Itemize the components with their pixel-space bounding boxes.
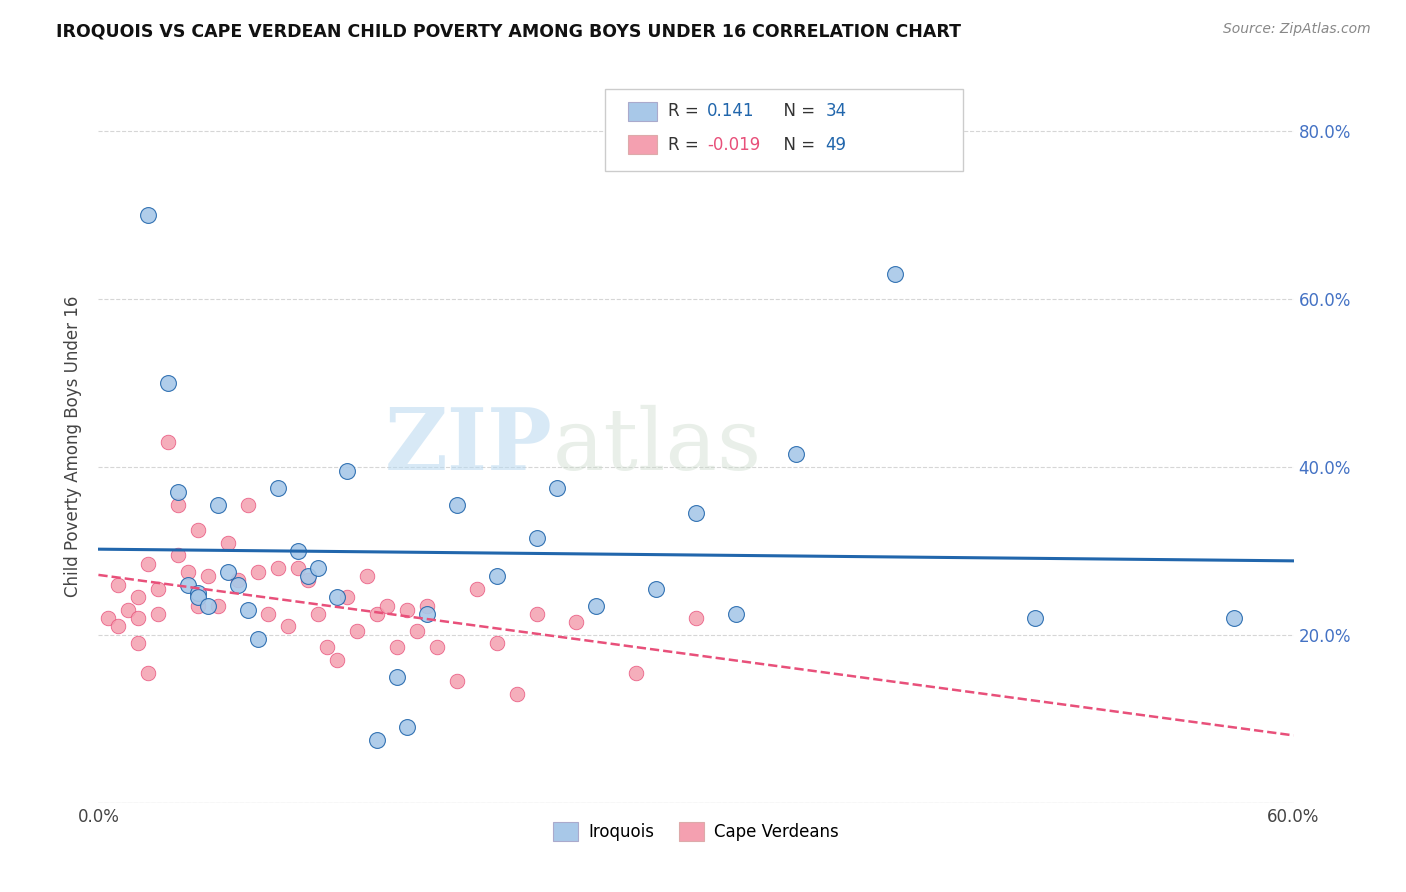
Point bbox=[267, 481, 290, 495]
Point bbox=[485, 636, 508, 650]
Point bbox=[167, 548, 190, 562]
Point bbox=[187, 523, 209, 537]
Point bbox=[416, 599, 439, 613]
Point bbox=[785, 447, 807, 461]
Point bbox=[526, 532, 548, 546]
Text: ZIP: ZIP bbox=[385, 404, 553, 488]
Point bbox=[297, 569, 319, 583]
Point bbox=[626, 665, 648, 680]
Point bbox=[167, 498, 190, 512]
Text: IROQUOIS VS CAPE VERDEAN CHILD POVERTY AMONG BOYS UNDER 16 CORRELATION CHART: IROQUOIS VS CAPE VERDEAN CHILD POVERTY A… bbox=[56, 22, 962, 40]
Point bbox=[645, 582, 668, 596]
Point bbox=[385, 670, 409, 684]
Point bbox=[685, 506, 707, 520]
Point bbox=[685, 611, 707, 625]
Point bbox=[187, 590, 209, 604]
Text: atlas: atlas bbox=[553, 404, 762, 488]
Point bbox=[117, 603, 139, 617]
Point bbox=[416, 607, 439, 621]
Point bbox=[97, 611, 120, 625]
Point bbox=[127, 590, 149, 604]
Point bbox=[277, 619, 299, 633]
Point bbox=[307, 560, 329, 574]
Point bbox=[197, 599, 219, 613]
Point bbox=[326, 653, 349, 667]
Point bbox=[385, 640, 409, 655]
Point bbox=[485, 569, 508, 583]
Point bbox=[107, 619, 129, 633]
Point bbox=[326, 590, 349, 604]
Point bbox=[157, 434, 180, 449]
Point bbox=[287, 544, 309, 558]
Point bbox=[396, 720, 419, 734]
Point bbox=[336, 464, 359, 478]
Text: R =: R = bbox=[668, 136, 704, 153]
Point bbox=[724, 607, 747, 621]
Text: Source: ZipAtlas.com: Source: ZipAtlas.com bbox=[1223, 22, 1371, 37]
Point bbox=[565, 615, 588, 630]
Text: N =: N = bbox=[773, 103, 821, 120]
Point bbox=[136, 208, 159, 222]
Point bbox=[446, 674, 468, 689]
Point bbox=[297, 574, 319, 588]
Text: -0.019: -0.019 bbox=[707, 136, 761, 153]
Text: 0.141: 0.141 bbox=[707, 103, 755, 120]
Point bbox=[197, 569, 219, 583]
Point bbox=[526, 607, 548, 621]
Point bbox=[1223, 611, 1246, 625]
Point bbox=[187, 599, 209, 613]
Point bbox=[217, 535, 239, 549]
Point bbox=[157, 376, 180, 390]
Point bbox=[406, 624, 429, 638]
Point bbox=[226, 574, 249, 588]
Point bbox=[246, 632, 269, 646]
Point bbox=[127, 611, 149, 625]
Point bbox=[177, 577, 200, 591]
Point bbox=[236, 603, 259, 617]
Point bbox=[246, 565, 269, 579]
Point bbox=[287, 560, 309, 574]
Point bbox=[506, 687, 529, 701]
Point bbox=[167, 485, 190, 500]
Point bbox=[316, 640, 339, 655]
Point bbox=[236, 498, 259, 512]
Point bbox=[1024, 611, 1046, 625]
Point bbox=[546, 481, 568, 495]
Point bbox=[366, 607, 388, 621]
Point bbox=[396, 603, 419, 617]
Text: R =: R = bbox=[668, 103, 704, 120]
Point bbox=[884, 267, 907, 281]
Text: N =: N = bbox=[773, 136, 821, 153]
Point bbox=[336, 590, 359, 604]
Point bbox=[366, 732, 388, 747]
Point bbox=[207, 599, 229, 613]
Point bbox=[356, 569, 378, 583]
Point bbox=[585, 599, 607, 613]
Legend: Iroquois, Cape Verdeans: Iroquois, Cape Verdeans bbox=[547, 815, 845, 848]
Point bbox=[307, 607, 329, 621]
Point bbox=[226, 577, 249, 591]
Point bbox=[446, 498, 468, 512]
Point bbox=[267, 560, 290, 574]
Point bbox=[136, 557, 159, 571]
Point bbox=[207, 498, 229, 512]
Point bbox=[148, 607, 170, 621]
Point bbox=[136, 665, 159, 680]
Point bbox=[465, 582, 488, 596]
Point bbox=[256, 607, 278, 621]
Point bbox=[375, 599, 398, 613]
Y-axis label: Child Poverty Among Boys Under 16: Child Poverty Among Boys Under 16 bbox=[65, 295, 83, 597]
Text: 34: 34 bbox=[825, 103, 846, 120]
Point bbox=[187, 586, 209, 600]
Point bbox=[107, 577, 129, 591]
Point bbox=[148, 582, 170, 596]
Point bbox=[217, 565, 239, 579]
Point bbox=[177, 565, 200, 579]
Point bbox=[426, 640, 449, 655]
Text: 49: 49 bbox=[825, 136, 846, 153]
Point bbox=[127, 636, 149, 650]
Point bbox=[346, 624, 368, 638]
